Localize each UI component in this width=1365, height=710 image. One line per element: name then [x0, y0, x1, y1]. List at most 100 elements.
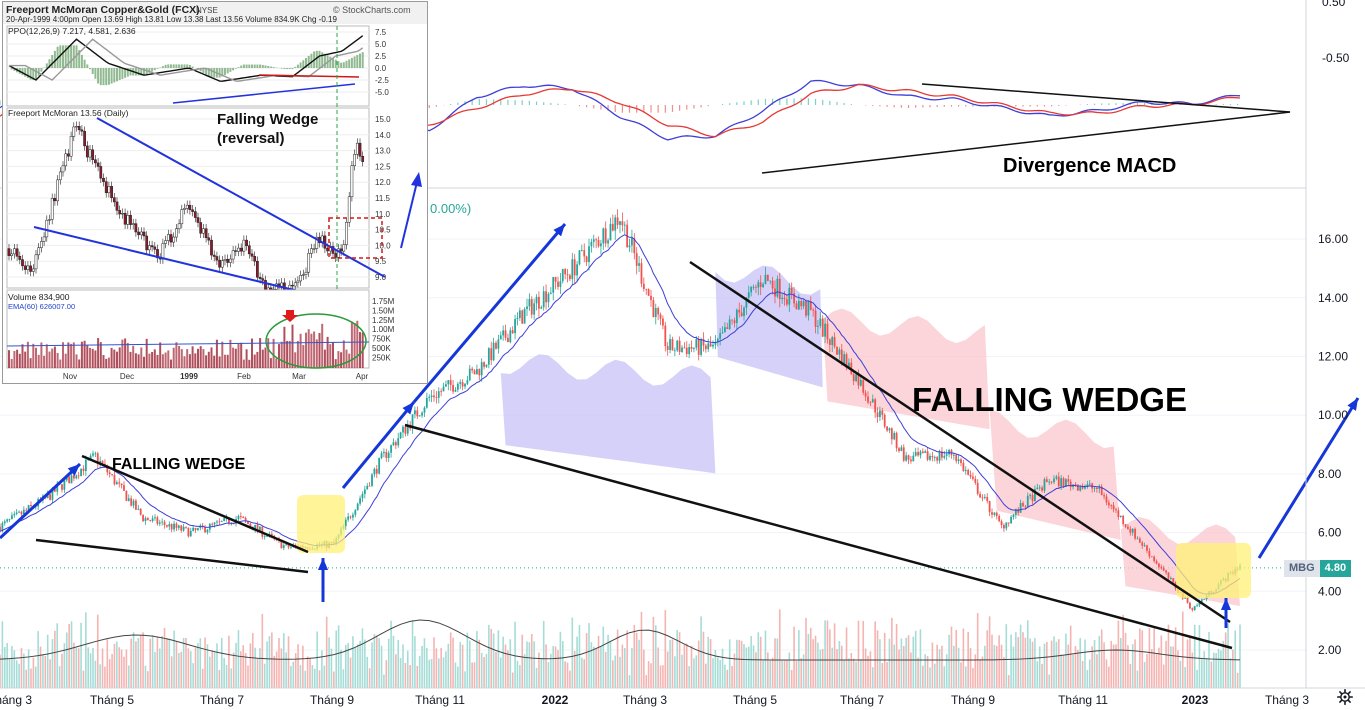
volume-bar	[287, 636, 290, 688]
volume-bar	[743, 644, 745, 688]
price-candle	[590, 238, 593, 253]
price-candle	[1131, 528, 1134, 536]
inset-candle	[245, 239, 248, 247]
volume-bar	[545, 644, 547, 688]
price-candle	[158, 519, 161, 527]
price-candle	[690, 340, 693, 353]
inset-candle	[99, 166, 103, 179]
volume-bar	[697, 640, 700, 688]
volume-bar	[478, 639, 481, 688]
inset-volume-bar	[299, 333, 302, 368]
price-candle	[926, 447, 929, 462]
volume-bar	[49, 659, 51, 688]
price-candle	[821, 315, 824, 338]
time-axis-tick: Tháng 3	[0, 693, 32, 707]
price-candle	[919, 449, 922, 459]
inset-candle	[239, 247, 243, 252]
volume-bar	[762, 660, 764, 688]
inset-volume-bar	[116, 351, 118, 368]
volume-bar	[13, 650, 16, 688]
macd-histogram-bar	[1051, 105, 1053, 107]
macd-histogram-bar	[1115, 103, 1117, 105]
volume-bar	[108, 659, 111, 688]
volume-bar	[1150, 648, 1153, 688]
volume-bar	[206, 644, 209, 688]
price-candle	[180, 524, 183, 533]
volume-bar	[168, 638, 171, 688]
volume-bar	[1215, 653, 1217, 688]
settings-gear-icon[interactable]	[1337, 689, 1353, 705]
macd-histogram-bar	[958, 105, 960, 107]
price-candle	[144, 516, 147, 525]
volume-bar	[552, 646, 555, 688]
volume-bar	[1160, 635, 1163, 688]
volume-bar	[907, 635, 910, 688]
volume-bar	[116, 641, 118, 688]
inset-volume-bar	[151, 352, 154, 368]
inset-candle	[112, 197, 116, 203]
price-candle	[807, 300, 810, 321]
price-candle	[580, 244, 583, 252]
volume-bar	[790, 669, 793, 688]
wedge-upper-trendline	[81, 454, 309, 554]
price-candle	[693, 347, 695, 353]
volume-bar	[769, 660, 772, 688]
volume-bar	[628, 675, 631, 688]
price-candle	[924, 449, 927, 454]
price-candle	[394, 440, 397, 450]
macd-histogram-bar	[893, 105, 895, 108]
macd-histogram-bar	[1237, 103, 1239, 105]
inset-candle	[107, 186, 111, 194]
volume-bar	[418, 655, 421, 688]
volume-bar	[194, 647, 197, 688]
inset-volume-bar	[134, 353, 137, 368]
volume-bar	[521, 634, 524, 688]
inset-volume-bar	[102, 355, 105, 368]
macd-histogram-bar	[929, 105, 931, 108]
inset-volume-bar	[283, 326, 286, 368]
price-candle	[435, 391, 438, 404]
volume-bar	[1053, 636, 1055, 688]
volume-bar	[268, 636, 271, 688]
inset-candle	[77, 126, 81, 131]
volume-bar	[263, 663, 266, 688]
volume-bar	[855, 661, 857, 688]
inset-volume-bar	[26, 341, 29, 368]
price-candle	[640, 258, 643, 288]
price-candle	[483, 361, 485, 370]
price-candle	[752, 284, 755, 290]
inset-volume-bar	[45, 344, 48, 368]
inset-candle	[131, 223, 135, 225]
inset-candle	[177, 223, 181, 229]
price-candle	[981, 494, 984, 502]
volume-bar	[485, 653, 488, 688]
price-candle	[1153, 555, 1156, 563]
macd-histogram-bar	[686, 105, 688, 110]
volume-bar	[180, 651, 183, 688]
inset-candle	[215, 256, 219, 261]
price-candle	[645, 288, 648, 295]
volume-bar	[3, 646, 6, 688]
volume-bar	[597, 635, 600, 688]
volume-bar	[483, 656, 485, 688]
macd-histogram-bar	[965, 105, 967, 107]
macd-histogram-bar	[557, 103, 559, 105]
volume-bar	[1003, 657, 1005, 688]
volume-bar	[75, 647, 78, 688]
inset-candle	[180, 209, 184, 225]
volume-bar	[39, 646, 42, 688]
price-candle	[242, 516, 245, 519]
inset-candle	[185, 204, 189, 209]
inset-price-tick: 11.0	[375, 210, 391, 219]
inset-candle	[26, 265, 30, 270]
inset-candle	[220, 260, 224, 268]
inset-candle	[110, 186, 113, 198]
price-candle	[991, 508, 993, 519]
inset-volume-bar	[272, 338, 275, 368]
price-axis-tick: 16.00	[1318, 232, 1348, 246]
inset-volume-bar	[78, 359, 81, 368]
price-candle	[609, 217, 612, 241]
inset-candle	[242, 239, 246, 252]
volume-bar	[304, 670, 307, 688]
